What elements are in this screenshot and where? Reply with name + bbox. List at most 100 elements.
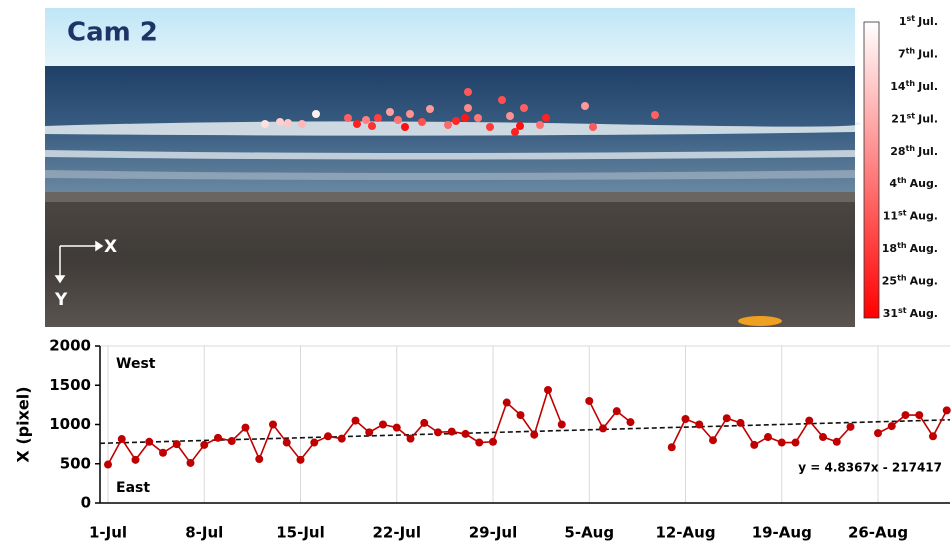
- y-tick-label: 2000: [49, 337, 91, 355]
- data-point: [118, 435, 126, 443]
- label-day: 11: [883, 210, 898, 223]
- label-month: Jul.: [917, 145, 938, 158]
- data-point: [269, 421, 277, 429]
- label-day: 18: [882, 242, 897, 255]
- data-point: [145, 438, 153, 446]
- label-suffix: st: [898, 208, 907, 217]
- x-tick-label: 15-Jul: [276, 524, 325, 542]
- label-month: Aug.: [910, 177, 938, 190]
- data-point: [503, 399, 511, 407]
- data-point: [943, 406, 951, 414]
- label-day: 14: [890, 80, 906, 93]
- x-tick-label: 1-Jul: [89, 524, 127, 542]
- data-point: [627, 418, 635, 426]
- y-tick-label: 500: [60, 454, 91, 472]
- data-point: [462, 430, 470, 438]
- data-point: [929, 432, 937, 440]
- data-point: [310, 439, 318, 447]
- data-point: [915, 411, 923, 419]
- data-point: [695, 421, 703, 429]
- photo-y-label: Y: [54, 290, 68, 310]
- data-point: [420, 419, 428, 427]
- x-tick-label: 26-Aug: [848, 524, 908, 542]
- data-point: [255, 455, 263, 463]
- data-point: [888, 422, 896, 430]
- data-point: [187, 459, 195, 467]
- data-point: [750, 441, 758, 449]
- data-point: [393, 424, 401, 432]
- data-point: [544, 386, 552, 394]
- photo-x-label: X: [104, 237, 117, 257]
- annotation: East: [116, 480, 150, 496]
- data-point: [778, 439, 786, 447]
- data-point: [902, 411, 910, 419]
- data-point: [682, 415, 690, 423]
- data-point: [723, 414, 731, 422]
- page: Cam 2 X Y 1stJul.7thJul.14thJul.21stJul.…: [0, 0, 952, 549]
- data-point: [338, 435, 346, 443]
- chart: 1-Jul8-Jul15-Jul22-Jul29-Jul5-Aug12-Aug1…: [14, 337, 951, 542]
- annotation: West: [116, 356, 156, 372]
- colorbar-label: 25thAug.: [882, 273, 938, 288]
- label-month: Aug.: [910, 210, 938, 223]
- data-point: [379, 421, 387, 429]
- label-day: 7: [898, 47, 906, 60]
- label-month: Jul.: [917, 15, 938, 28]
- data-point: [805, 417, 813, 425]
- label-month: Jul.: [917, 80, 938, 93]
- data-point: [558, 421, 566, 429]
- label-suffix: th: [897, 241, 907, 250]
- data-point: [585, 397, 593, 405]
- label-suffix: st: [898, 306, 907, 315]
- data-point: [407, 435, 415, 443]
- y-tick-label: 1000: [49, 415, 91, 433]
- data-point: [517, 411, 525, 419]
- data-point: [668, 443, 676, 451]
- label-day: 25: [882, 275, 897, 288]
- label-day: 1: [899, 15, 907, 28]
- data-point: [228, 437, 236, 445]
- x-tick-label: 8-Jul: [185, 524, 223, 542]
- data-point: [365, 428, 373, 436]
- data-point: [613, 407, 621, 415]
- data-point: [132, 456, 140, 464]
- data-point: [489, 438, 497, 446]
- label-month: Jul.: [917, 47, 938, 60]
- colorbar-label: 7thJul.: [898, 46, 938, 61]
- label-day: 31: [883, 307, 898, 320]
- label-day: 21: [891, 112, 906, 125]
- label-suffix: th: [897, 273, 907, 282]
- label-suffix: st: [907, 111, 916, 120]
- data-point: [214, 434, 222, 442]
- label-month: Aug.: [910, 307, 938, 320]
- data-point: [819, 433, 827, 441]
- x-tick-label: 5-Aug: [564, 524, 614, 542]
- photo: Cam 2 X Y: [45, 8, 861, 327]
- colorbar-label: 18thAug.: [882, 241, 938, 256]
- y-axis-title: X (pixel): [14, 386, 33, 462]
- data-point: [173, 440, 181, 448]
- data-point: [764, 433, 772, 441]
- data-point: [874, 429, 882, 437]
- label-suffix: th: [906, 78, 916, 87]
- label-suffix: th: [906, 143, 916, 152]
- x-tick-label: 29-Jul: [469, 524, 518, 542]
- data-point: [104, 461, 112, 469]
- data-point: [833, 438, 841, 446]
- x-tick-label: 19-Aug: [752, 524, 812, 542]
- data-point: [530, 431, 538, 439]
- data-point: [434, 428, 442, 436]
- data-point: [599, 424, 607, 432]
- colorbar-label: 1stJul.: [899, 14, 938, 29]
- data-point: [709, 436, 717, 444]
- data-point: [475, 439, 483, 447]
- data-point: [324, 432, 332, 440]
- data-point: [847, 423, 855, 431]
- data-point: [737, 419, 745, 427]
